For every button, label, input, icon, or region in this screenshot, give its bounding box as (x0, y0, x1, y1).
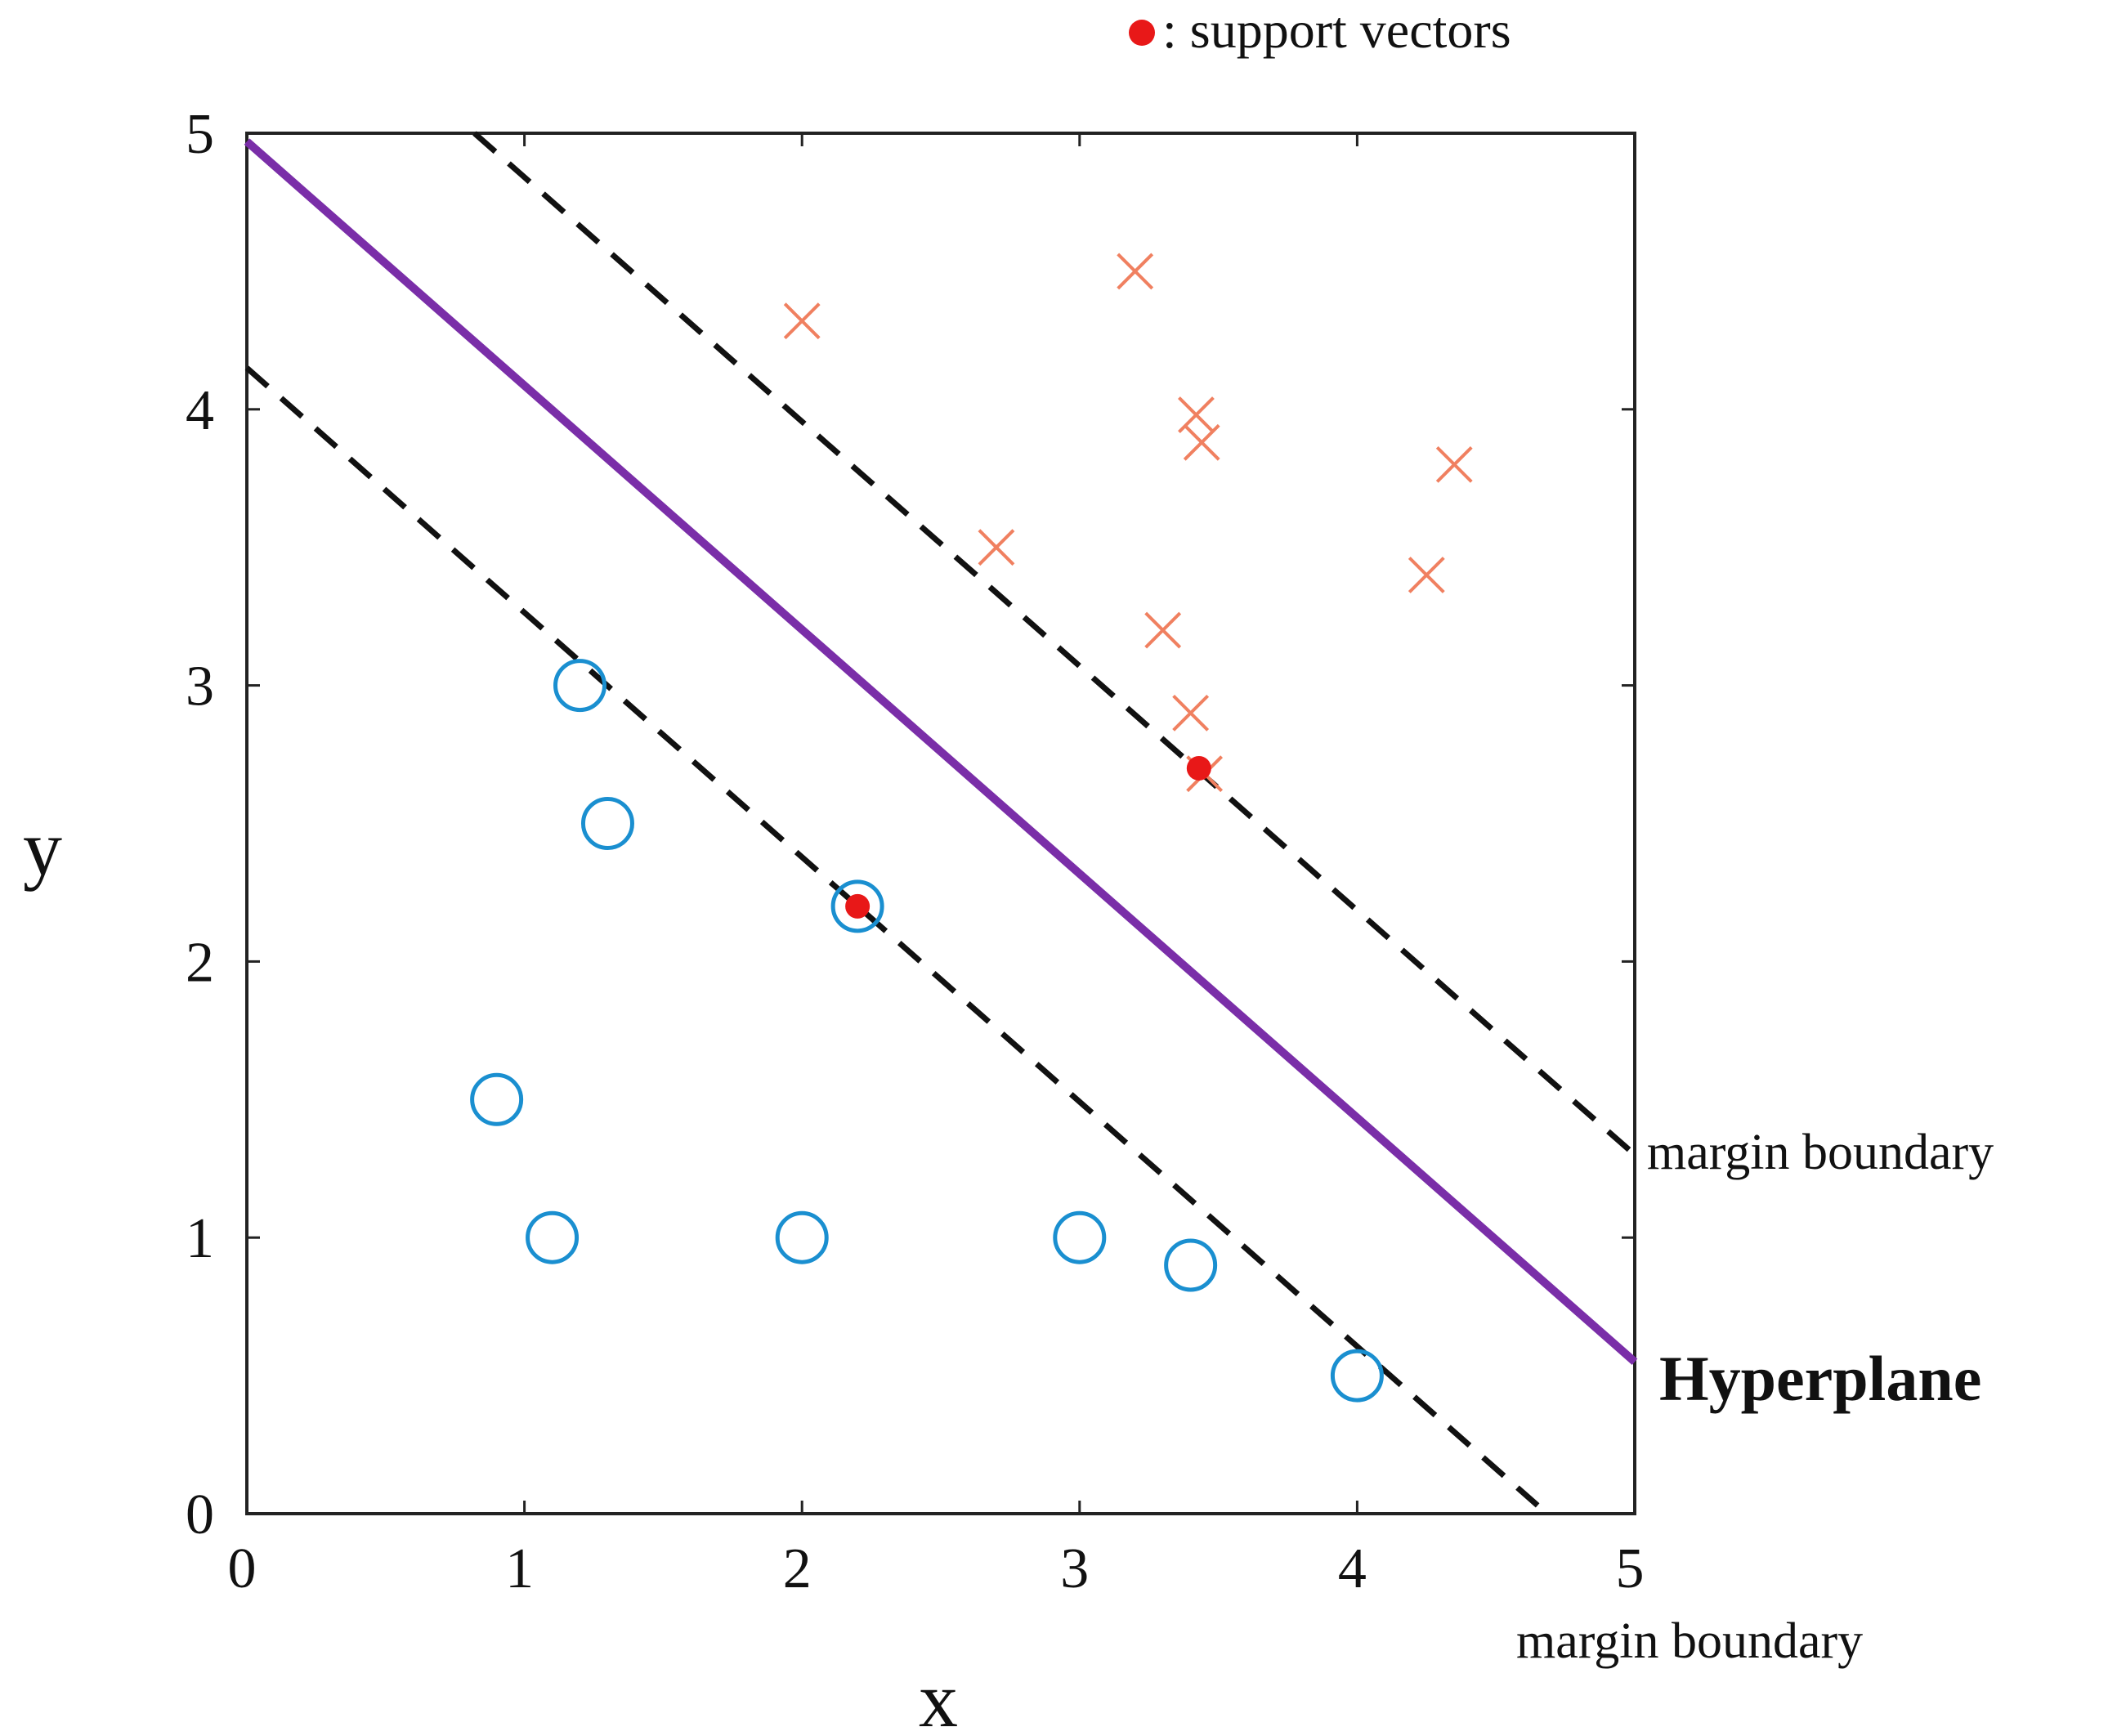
cross-point (1117, 253, 1154, 290)
circle-point (775, 1210, 829, 1264)
cross-stroke (1435, 445, 1473, 483)
annotation-margin-lower: margin boundary (1516, 1613, 1863, 1669)
x-tick-label: 4 (1338, 1537, 1367, 1600)
lines-layer (244, 131, 1638, 1508)
y-tick-label: 0 (186, 1483, 214, 1546)
y-tick-label: 3 (186, 655, 214, 718)
annotation-margin-upper: margin boundary (1647, 1125, 1994, 1180)
support-vector-point (845, 893, 871, 919)
margin-upper-line (472, 131, 1637, 1157)
circle-point (830, 879, 884, 933)
cross-stroke (1183, 423, 1220, 461)
y-axis-label: y (23, 804, 62, 892)
cross-stroke (783, 302, 821, 340)
cross-point (1144, 611, 1182, 649)
cross-point (783, 302, 821, 340)
legend-support-vector-marker (1129, 20, 1155, 46)
cross-point (978, 529, 1015, 566)
x-tick-label: 2 (783, 1537, 812, 1600)
cross-stroke (1117, 253, 1154, 290)
cross-stroke (978, 529, 1015, 566)
x-tick-label: 1 (505, 1537, 534, 1600)
y-tick-label: 4 (186, 379, 214, 442)
cross-stroke (1408, 557, 1445, 593)
cross-point (1172, 694, 1210, 732)
circle-point (580, 797, 634, 850)
circle-point (526, 1210, 580, 1264)
y-tick-label: 1 (186, 1207, 214, 1270)
support-vector-point (1186, 755, 1211, 781)
margin-lower-line (244, 365, 1540, 1508)
ticks-layer: 0 1 2 3 4 5 0 1 2 3 4 5 (186, 103, 1645, 1600)
x-tick-label: 3 (1060, 1537, 1089, 1600)
y-tick-label: 5 (186, 103, 214, 166)
cross-point (1183, 423, 1220, 461)
y-tick-label: 2 (186, 931, 214, 994)
cross-point (1435, 445, 1473, 483)
circle-point (1164, 1238, 1218, 1292)
x-tick-label: 5 (1616, 1537, 1645, 1600)
cross-point (1408, 557, 1445, 593)
circle-point (470, 1072, 524, 1126)
cross-stroke (1144, 611, 1182, 649)
points-layer (470, 253, 1473, 1403)
circle-point (553, 659, 607, 713)
circle-point (1330, 1349, 1384, 1403)
cross-stroke (1172, 694, 1210, 732)
x-axis-label: x (919, 1656, 958, 1736)
legend-label: : support vectors (1162, 1, 1511, 59)
x-tick-label: 0 (228, 1537, 257, 1600)
annotation-hyperplane: Hyperplane (1659, 1343, 1981, 1414)
circle-point (1053, 1210, 1107, 1264)
hyperplane-line (244, 138, 1638, 1365)
plot-frame (245, 132, 1636, 1515)
